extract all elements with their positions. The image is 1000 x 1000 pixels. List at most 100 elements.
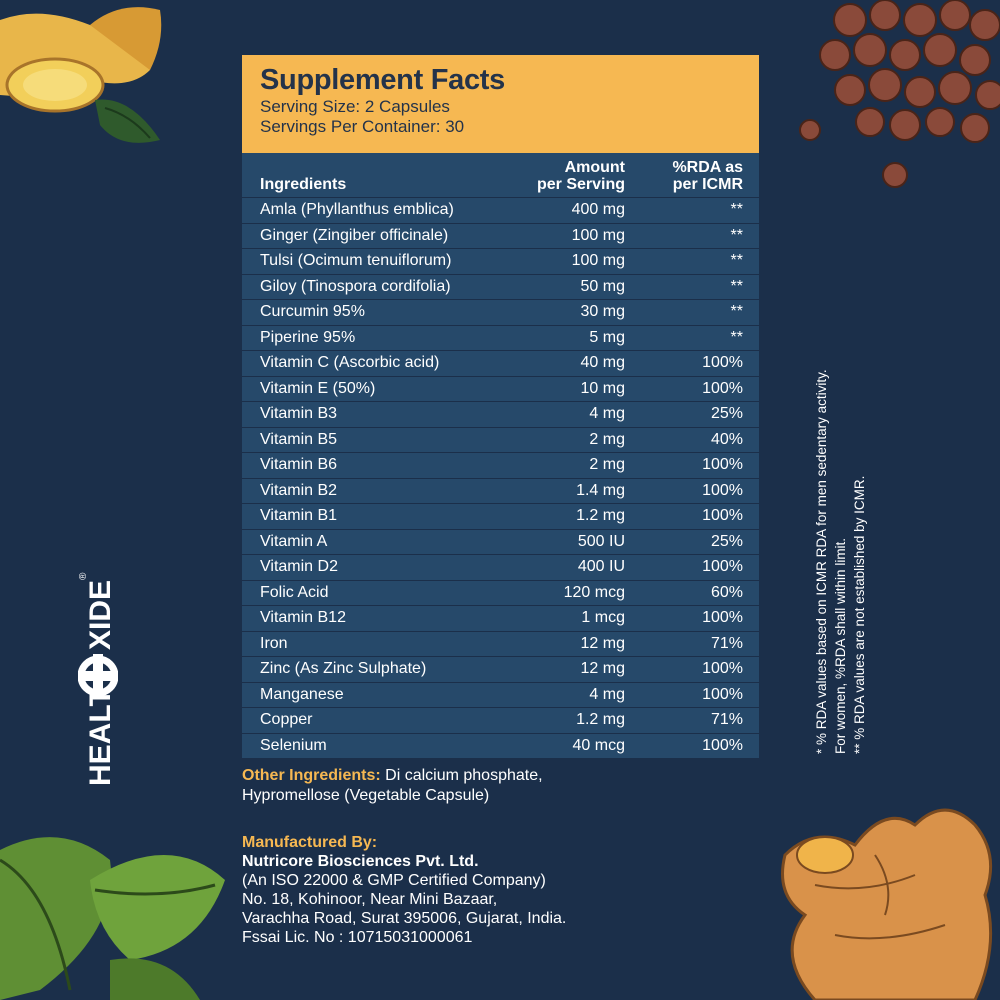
ingredient-name: Vitamin B3 — [242, 401, 515, 428]
facts-row: Iron 12 mg 71% — [242, 631, 759, 657]
serving-size: Serving Size: 2 Capsules — [260, 97, 450, 116]
logo-text-right: XIDE — [84, 580, 117, 650]
other-ingredients-line2: Hypromellose (Vegetable Capsule) — [242, 787, 490, 804]
ingredient-name: Vitamin B5 — [242, 427, 515, 453]
ingredient-amount: 30 mg — [515, 299, 625, 326]
ingredient-rda: 100% — [625, 554, 759, 581]
ingredient-rda: ** — [625, 197, 759, 224]
rda-note-women: For women, %RDA shall within limit. — [833, 537, 848, 754]
ingredient-rda: ** — [625, 223, 759, 249]
facts-row: Vitamin B2 1.4 mg 100% — [242, 478, 759, 504]
ingredient-rda: 71% — [625, 631, 759, 657]
ingredient-rda: 100% — [625, 733, 759, 759]
ingredient-rda: 100% — [625, 605, 759, 632]
ingredient-amount: 2 mg — [515, 427, 625, 453]
facts-row: Vitamin C (Ascorbic acid) 40 mg 100% — [242, 350, 759, 377]
ingredient-amount: 12 mg — [515, 656, 625, 683]
ingredient-amount: 400 mg — [515, 197, 625, 224]
rda-note-men: * % RDA values based on ICMR RDA for men… — [814, 369, 829, 754]
ginger-slices-illustration — [0, 7, 162, 143]
ingredient-rda: ** — [625, 248, 759, 275]
ingredient-rda: 71% — [625, 707, 759, 734]
ingredient-name: Vitamin B6 — [242, 452, 515, 479]
ingredient-amount: 100 mg — [515, 223, 625, 249]
ingredient-amount: 40 mcg — [515, 733, 625, 759]
ingredient-rda: ** — [625, 325, 759, 351]
facts-row: Selenium 40 mcg 100% — [242, 733, 759, 759]
ingredient-name: Vitamin B1 — [242, 503, 515, 530]
fssai-license: Fssai Lic. No : 10715031000061 — [242, 929, 473, 946]
ingredient-rda: 25% — [625, 401, 759, 428]
col-rda: %RDA as per ICMR — [625, 153, 759, 198]
facts-row: Curcumin 95% 30 mg ** — [242, 299, 759, 326]
col-ingredients: Ingredients — [242, 153, 515, 198]
ingredient-rda: 100% — [625, 478, 759, 504]
peppercorns-illustration — [799, 0, 1000, 188]
ingredient-name: Vitamin A — [242, 529, 515, 555]
ingredient-amount: 4 mg — [515, 401, 625, 428]
facts-row: Vitamin B3 4 mg 25% — [242, 401, 759, 428]
ingredient-name: Vitamin D2 — [242, 554, 515, 581]
ingredient-rda: ** — [625, 299, 759, 326]
other-ingredients-label: Other Ingredients: — [242, 767, 381, 784]
facts-row: Vitamin D2 400 IU 100% — [242, 554, 759, 581]
ingredient-name: Piperine 95% — [242, 325, 515, 351]
other-ingredients: Other Ingredients: Di calcium phosphate,… — [242, 766, 762, 806]
manufacturer-address-line2: Varachha Road, Surat 395006, Gujarat, In… — [242, 910, 567, 927]
facts-row: Vitamin B1 1.2 mg 100% — [242, 503, 759, 530]
ingredient-amount: 1.2 mg — [515, 503, 625, 530]
facts-row: Ginger (Zingiber officinale) 100 mg ** — [242, 223, 759, 249]
ingredient-name: Copper — [242, 707, 515, 734]
ingredient-rda: 100% — [625, 452, 759, 479]
logo-text-left: HEALT — [84, 688, 117, 786]
ingredient-name: Curcumin 95% — [242, 299, 515, 326]
manufacturer-info: Manufactured By: Nutricore Biosciences P… — [242, 833, 742, 947]
supplement-facts-panel: Supplement Facts Serving Size: 2 Capsule… — [242, 55, 759, 759]
ingredient-amount: 500 IU — [515, 529, 625, 555]
ingredient-amount: 40 mg — [515, 350, 625, 377]
facts-row: Vitamin A 500 IU 25% — [242, 529, 759, 555]
ingredient-amount: 1 mcg — [515, 605, 625, 632]
ingredient-name: Manganese — [242, 682, 515, 708]
ingredient-amount: 10 mg — [515, 376, 625, 402]
manufacturer-label: Manufactured By: — [242, 834, 378, 851]
facts-row: Vitamin E (50%) 10 mg 100% — [242, 376, 759, 402]
manufacturer-address-line1: No. 18, Kohinoor, Near Mini Bazaar, — [242, 891, 498, 908]
ingredient-rda: 100% — [625, 376, 759, 402]
facts-table-body: Amla (Phyllanthus emblica) 400 mg ** Ginger… — [242, 197, 759, 759]
ingredient-rda: 40% — [625, 427, 759, 453]
ingredient-name: Zinc (As Zinc Sulphate) — [242, 656, 515, 683]
ingredient-amount: 1.4 mg — [515, 478, 625, 504]
manufacturer-company: Nutricore Biosciences Pvt. Ltd. — [242, 853, 479, 870]
ingredient-amount: 2 mg — [515, 452, 625, 479]
ingredient-rda: 100% — [625, 350, 759, 377]
brand-logo-graphic: HEALT XIDE ® — [76, 572, 120, 786]
ingredient-name: Vitamin B12 — [242, 605, 515, 632]
ingredient-rda: 100% — [625, 503, 759, 530]
servings-per-container: Servings Per Container: 30 — [260, 117, 465, 136]
rda-footnotes: * % RDA values based on ICMR RDA for men… — [812, 268, 872, 754]
ingredient-rda: 25% — [625, 529, 759, 555]
ingredient-name: Folic Acid — [242, 580, 515, 606]
other-ingredients-line1: Di calcium phosphate, — [380, 767, 543, 784]
ingredient-amount: 5 mg — [515, 325, 625, 351]
ingredient-rda: ** — [625, 274, 759, 300]
brand-logo: HEALT XIDE ® — [76, 510, 120, 790]
facts-row: Amla (Phyllanthus emblica) 400 mg ** — [242, 197, 759, 224]
ingredient-name: Vitamin E (50%) — [242, 376, 515, 402]
ingredient-amount: 1.2 mg — [515, 707, 625, 734]
ingredient-name: Vitamin C (Ascorbic acid) — [242, 350, 515, 377]
facts-row: Manganese 4 mg 100% — [242, 682, 759, 708]
facts-row: Piperine 95% 5 mg ** — [242, 325, 759, 351]
facts-row: Vitamin B6 2 mg 100% — [242, 452, 759, 479]
facts-header: Supplement Facts Serving Size: 2 Capsule… — [242, 55, 759, 153]
ingredient-name: Vitamin B2 — [242, 478, 515, 504]
ingredient-rda: 60% — [625, 580, 759, 606]
ingredient-name: Tulsi (Ocimum tenuiflorum) — [242, 248, 515, 275]
rda-note-not-established: ** % RDA values are not established by I… — [852, 475, 867, 754]
ingredient-amount: 120 mcg — [515, 580, 625, 606]
ingredient-amount: 12 mg — [515, 631, 625, 657]
facts-row: Folic Acid 120 mcg 60% — [242, 580, 759, 606]
facts-table-header: Ingredients Amount per Serving %RDA as per… — [242, 153, 759, 198]
ingredient-name: Iron — [242, 631, 515, 657]
